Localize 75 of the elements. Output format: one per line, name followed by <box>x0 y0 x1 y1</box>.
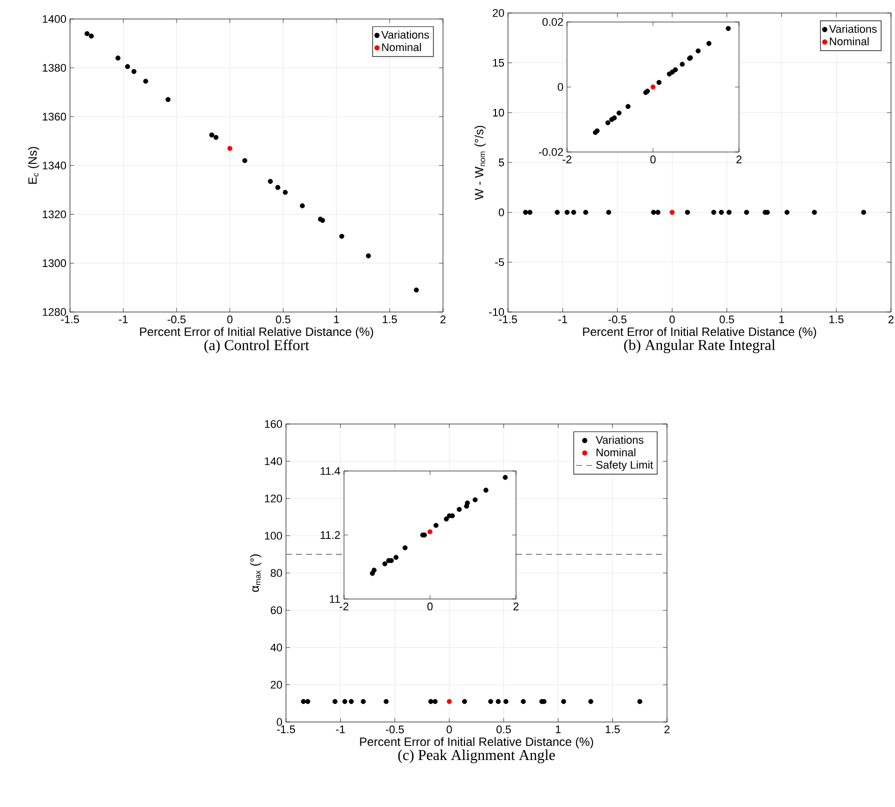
y-tick-label: 5 <box>498 158 504 166</box>
y-tick-label: -10 <box>489 308 504 316</box>
y-tick-label: 10 <box>493 108 504 117</box>
legend-label: Variations <box>596 436 644 444</box>
x-tick-label: 1 <box>334 316 339 324</box>
x-tick-label: 0.5 <box>276 316 290 324</box>
legend-label: Variations <box>381 30 429 39</box>
x-tick-label: 2 <box>664 726 670 734</box>
x-tick-label: -1 <box>558 316 568 324</box>
x-tick-label: -1.5 <box>499 316 518 324</box>
x-tick-label: 2 <box>513 602 519 610</box>
y-tick-label: 0 <box>498 208 504 216</box>
y-tick-label: 1300 <box>42 259 66 268</box>
x-tick-label: -1 <box>118 316 128 324</box>
y-tick-label: 1360 <box>42 112 66 121</box>
y-tick-label: 1340 <box>42 162 66 170</box>
y-tick-label: 100 <box>264 532 282 540</box>
y-tick-label: 15 <box>493 59 504 67</box>
x-tick-label: 1.5 <box>382 316 397 324</box>
y-tick-label: 0 <box>558 83 564 91</box>
y-axis-title: α$_{max}$ (°) <box>250 554 262 592</box>
x-tick-label: 2 <box>736 156 742 164</box>
x-tick-label: 0 <box>670 316 675 324</box>
y-tick-label: 1400 <box>42 15 66 23</box>
y-tick-label: -5 <box>495 258 504 266</box>
y-tick-label: 120 <box>264 494 282 502</box>
x-tick-label: 1.5 <box>606 726 620 734</box>
y-tick-label: 11.2 <box>320 531 340 539</box>
x-tick-label: -0.5 <box>168 316 186 324</box>
y-tick-label: 20 <box>492 9 504 17</box>
x-axis-title: Percent Error of Initial Relative Distance (%) <box>360 737 594 748</box>
y-axis-title: W - W$_{nom}$ (°/s) <box>474 126 486 200</box>
x-axis-title: Percent Error of Initial Relative Distance (%) <box>140 327 374 338</box>
text: (c) Peak Alignment Angle <box>398 750 555 764</box>
y-tick-label: 1320 <box>42 210 66 218</box>
y-tick-label: 0 <box>276 718 282 726</box>
x-tick-label: -1 <box>336 726 345 734</box>
x-tick-label: 0 <box>650 156 656 164</box>
legend-label: Safety Limit <box>596 460 654 471</box>
y-tick-label: 40 <box>270 644 282 652</box>
y-tick-label: 60 <box>270 606 282 614</box>
text: (b) Angular Rate Integral <box>624 340 776 354</box>
x-tick-label: 0 <box>227 316 232 324</box>
x-tick-label: 0 <box>446 726 452 734</box>
y-tick-label: 20 <box>270 680 282 689</box>
x-tick-label: -0.5 <box>608 316 626 324</box>
y-tick-label: 160 <box>264 420 282 428</box>
legend-label: Variations <box>829 24 877 33</box>
x-tick-label: 2 <box>888 316 894 324</box>
y-tick-label: 1280 <box>42 308 66 316</box>
legend-label: Nominal <box>830 37 869 46</box>
x-tick-label: -1.5 <box>61 316 80 324</box>
x-tick-label: -2 <box>562 156 572 164</box>
y-tick-label: -0.02 <box>538 148 563 156</box>
y-tick-label: 140 <box>264 457 282 466</box>
x-tick-label: -1.5 <box>277 726 296 734</box>
x-axis-title: Percent Error of Initial Relative Distance (%) <box>583 327 816 338</box>
y-tick-label: 0.02 <box>542 18 563 26</box>
text: (a) Control Effort <box>204 340 310 354</box>
legend-label: Nominal <box>382 43 421 52</box>
y-tick-label: 80 <box>270 569 282 577</box>
y-tick-label: 11.4 <box>320 467 340 475</box>
x-tick-label: 0.5 <box>496 726 511 734</box>
y-tick-label: 11 <box>330 595 340 603</box>
x-tick-label: 0.5 <box>720 316 734 324</box>
x-tick-label: 1 <box>779 316 784 324</box>
x-tick-label: 1 <box>556 726 561 734</box>
x-tick-label: 1.5 <box>829 316 844 324</box>
y-axis-title: E$_{c}$ (Ns) <box>28 147 40 184</box>
x-tick-label: 2 <box>440 316 446 324</box>
legend-label: Nominal <box>596 448 636 456</box>
x-tick-label: -0.5 <box>386 726 404 734</box>
x-tick-label: 0 <box>427 602 433 610</box>
x-tick-label: -2 <box>340 602 348 610</box>
y-tick-label: 1380 <box>42 64 66 72</box>
